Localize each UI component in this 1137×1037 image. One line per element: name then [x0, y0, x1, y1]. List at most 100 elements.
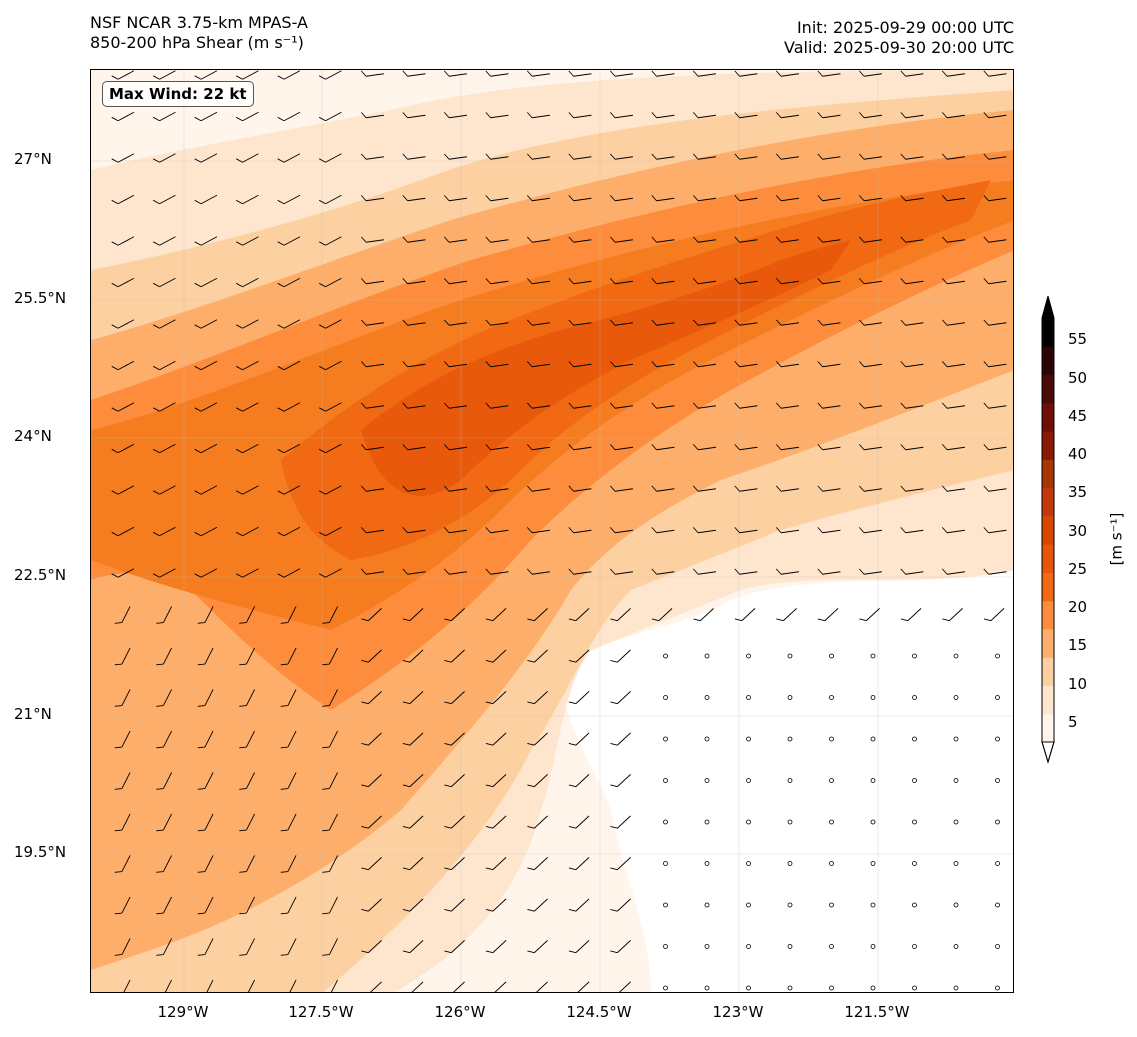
wind-barb	[235, 568, 259, 578]
wind-barb	[817, 485, 841, 492]
wind-barb	[609, 195, 633, 202]
calm-circle	[912, 653, 917, 659]
wind-barb	[983, 485, 1007, 492]
wind-barb	[610, 608, 631, 622]
wind-barb	[402, 940, 424, 954]
title-right: Init: 2025-09-29 00:00 UTC Valid: 2025-0…	[784, 18, 1014, 58]
x-tick-label: 127.5°W	[288, 1003, 354, 1021]
colorbar	[1041, 296, 1055, 764]
wind-barb	[775, 278, 799, 285]
calm-circle	[829, 902, 834, 908]
wind-barb	[443, 568, 467, 575]
field-title: 850-200 hPa Shear (m s⁻¹)	[90, 33, 304, 52]
y-tick-label: 25.5°N	[14, 289, 67, 307]
wind-barb	[322, 938, 338, 956]
calm-circle	[746, 944, 751, 949]
wind-barb	[111, 526, 135, 537]
wind-barb	[527, 774, 548, 788]
wind-barb	[568, 112, 592, 119]
wind-barb	[443, 236, 467, 243]
map-panel[interactable]	[90, 69, 1014, 993]
calm-circle	[995, 653, 1000, 659]
wind-barb	[235, 277, 259, 288]
calm-circle	[787, 985, 793, 991]
wind-barb	[941, 319, 965, 326]
wind-barb	[568, 815, 590, 829]
calm-circle	[746, 985, 751, 991]
wind-barb	[485, 402, 509, 409]
wind-barb	[900, 236, 924, 243]
wind-barb	[235, 485, 259, 495]
wind-barb	[610, 732, 631, 746]
wind-barb	[858, 278, 882, 285]
colorbar-tick-label: 35	[1068, 483, 1088, 501]
wind-barb	[775, 568, 799, 575]
wind-barb	[568, 608, 590, 622]
wind-barb	[526, 195, 550, 202]
wind-barb	[361, 940, 382, 954]
calm-circle	[746, 695, 751, 700]
wind-barb	[239, 730, 255, 749]
wind-barb	[941, 195, 965, 202]
wind-barb	[526, 236, 550, 243]
wind-barb	[318, 402, 342, 412]
calm-circle	[663, 695, 668, 700]
wind-barb	[277, 70, 301, 80]
wind-barb	[322, 606, 338, 624]
colorbar-segment	[1042, 628, 1054, 658]
wind-barb	[651, 70, 675, 77]
wind-barb	[526, 278, 550, 285]
wind-barb	[322, 979, 338, 992]
colorbar-segment	[1042, 572, 1054, 602]
wind-barb	[941, 236, 965, 243]
wind-barb	[900, 70, 924, 77]
wind-barb	[402, 112, 426, 119]
calm-circle	[663, 861, 668, 866]
wind-barb	[775, 195, 799, 202]
calm-circle	[912, 985, 917, 991]
wind-barb	[402, 70, 426, 77]
wind-barb	[318, 319, 342, 329]
wind-barb	[568, 527, 592, 534]
wind-barb	[983, 402, 1007, 409]
wind-barb	[858, 444, 882, 451]
wind-barb	[360, 402, 384, 409]
wind-barb	[239, 896, 255, 915]
wind-barb	[610, 981, 631, 992]
wind-barb	[235, 194, 259, 205]
wind-barb	[361, 649, 382, 663]
wind-barb	[651, 444, 675, 451]
colorbar-tick-label: 45	[1068, 407, 1088, 425]
wind-barb	[485, 815, 507, 829]
title-left: NSF NCAR 3.75-km MPAS-A 850-200 hPa Shea…	[90, 13, 308, 53]
wind-barb	[235, 236, 259, 246]
wind-barb	[402, 898, 424, 912]
colorbar-segment	[1042, 374, 1054, 404]
wind-barb	[692, 485, 716, 492]
wind-barb	[568, 940, 590, 954]
wind-barb	[277, 111, 301, 122]
wind-barb	[444, 608, 465, 622]
wind-barb	[444, 981, 465, 992]
wind-barb	[111, 111, 135, 122]
wind-barb	[485, 898, 507, 912]
wind-barb	[235, 360, 259, 371]
calm-circle	[912, 778, 917, 783]
wind-barb	[609, 319, 633, 326]
wind-barb	[568, 278, 592, 285]
wind-barb	[318, 153, 342, 163]
wind-barb	[527, 691, 548, 705]
wind-barb	[651, 195, 675, 202]
calm-circle	[704, 695, 710, 700]
max-wind-badge: Max Wind: 22 kt	[102, 81, 254, 107]
wind-barb	[485, 319, 509, 326]
wind-barb	[900, 278, 924, 285]
wind-barb	[152, 153, 176, 163]
wind-barb	[610, 940, 631, 954]
wind-barb	[568, 981, 590, 992]
wind-barb	[360, 236, 384, 243]
wind-barb	[651, 153, 675, 160]
wind-barb	[734, 527, 758, 534]
calm-circle	[870, 653, 876, 659]
wind-barb	[485, 732, 507, 746]
